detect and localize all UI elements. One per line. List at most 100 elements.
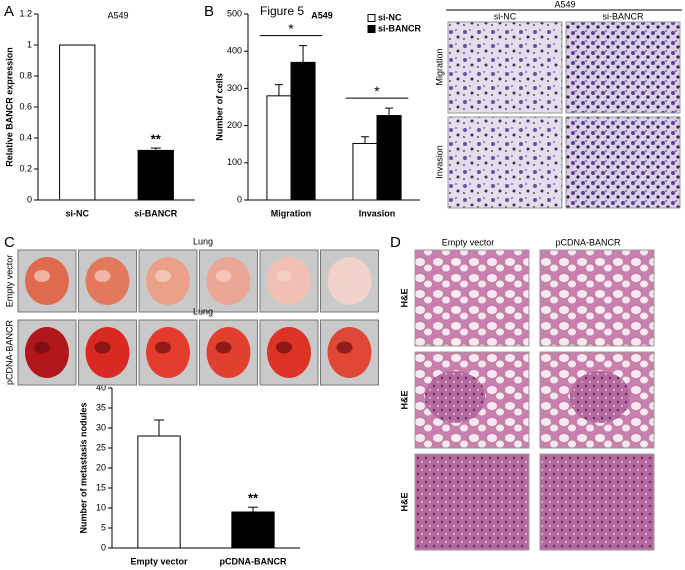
row-label: H&E (399, 288, 409, 307)
panel-letter: D (390, 234, 401, 251)
micrograph (565, 116, 681, 209)
x-tick-label: Migration (271, 208, 312, 218)
y-tick-label: 15 (96, 482, 106, 492)
bar (352, 142, 378, 201)
tumor-nodule (425, 371, 485, 423)
figure-title: Figure 5 (260, 4, 304, 18)
micrograph (565, 21, 681, 114)
legend-label: si-NC (378, 12, 402, 22)
y-axis-label: Relative BANCR expression (4, 47, 14, 167)
lung-highlight (155, 341, 171, 354)
bar (290, 61, 316, 201)
lung-highlight (215, 341, 232, 354)
micrograph (539, 453, 655, 551)
lung (327, 257, 372, 305)
lung-highlight (336, 270, 353, 282)
bar (137, 149, 174, 201)
lung-caption: Lung (193, 236, 213, 246)
row-label: Migration (434, 48, 444, 85)
row-label: Invasion (434, 145, 444, 179)
y-tick-label: 0.6 (19, 101, 32, 111)
x-tick-label: pCDNA-BANCR (220, 556, 287, 566)
y-tick-label: 400 (227, 46, 242, 56)
micrograph (414, 453, 530, 551)
y-tick-label: 25 (96, 442, 106, 452)
micrograph (447, 116, 563, 209)
y-tick-label: 5 (101, 522, 106, 532)
lung (146, 257, 190, 305)
lung-highlight (336, 341, 353, 354)
row-label: pCDNA-BANCR (4, 319, 14, 385)
lung (85, 257, 130, 305)
y-tick-label: 20 (96, 462, 106, 472)
y-tick-label: 1 (27, 39, 32, 49)
significance: * (374, 83, 380, 99)
significance: ** (151, 132, 162, 147)
photo-title: A549 (554, 0, 575, 9)
chart-subtitle: A549 (107, 10, 128, 20)
y-tick-label: 30 (96, 422, 106, 432)
legend-swatch (367, 14, 376, 22)
y-tick-label: 500 (227, 8, 242, 18)
bar (266, 95, 292, 201)
row-label: Empty vector (4, 255, 14, 308)
row-label: H&E (399, 492, 409, 511)
lung-highlight (276, 341, 292, 354)
y-tick-label: 0.8 (19, 70, 32, 80)
column-label: Empty vector (442, 237, 495, 247)
column-label: si-BANCR (602, 11, 644, 21)
panel-letters: A B C D (4, 3, 401, 251)
panel-letter: A (4, 3, 14, 20)
panel-letter: B (204, 3, 214, 20)
column-label: si-NC (494, 11, 517, 21)
y-tick-label: 300 (227, 83, 242, 93)
y-tick-label: 10 (96, 502, 106, 512)
lung-highlight (276, 270, 292, 282)
bar (59, 44, 96, 201)
micrograph (414, 249, 530, 347)
micrograph (539, 249, 655, 347)
significance: ** (248, 491, 259, 506)
lung (267, 257, 311, 305)
row-label: H&E (399, 390, 409, 409)
lung-highlight (215, 270, 232, 282)
y-tick-label: 100 (227, 157, 242, 167)
y-axis-label: Number of cells (214, 73, 224, 141)
y-tick-label: 35 (96, 402, 106, 412)
lung (25, 257, 69, 305)
bar (231, 511, 275, 549)
y-tick-label: 0 (237, 194, 242, 204)
y-tick-label: 0.2 (19, 163, 32, 173)
micrograph (447, 21, 563, 114)
y-tick-label: 200 (227, 120, 242, 130)
y-tick-label: 1.2 (19, 8, 32, 18)
panel-letter: C (4, 234, 15, 251)
legend-label: si-BANCR (378, 23, 422, 33)
legend-swatch (367, 25, 376, 33)
lung (327, 327, 372, 378)
x-tick-label: Invasion (359, 208, 396, 218)
x-tick-label: Empty vector (130, 556, 188, 566)
lung-highlight (94, 270, 111, 282)
lung-caption: Lung (193, 306, 213, 316)
bar (376, 115, 402, 201)
lung (146, 327, 190, 378)
lung (25, 327, 69, 378)
chart-subtitle: A549 (311, 10, 333, 20)
column-label: pCDNA-BANCR (555, 237, 621, 247)
y-tick-label: 40 (96, 382, 106, 392)
bar (137, 435, 181, 549)
y-tick-label: 0 (101, 542, 106, 552)
lung (85, 327, 130, 378)
lung-highlight (155, 270, 171, 282)
significance: * (288, 20, 294, 36)
lung-highlight (34, 341, 50, 354)
x-tick-label: si-NC (65, 208, 89, 218)
lung-highlight (34, 270, 50, 282)
x-tick-label: si-BANCR (134, 208, 178, 218)
lung (206, 327, 251, 378)
lung (267, 327, 311, 378)
y-tick-label: 0.4 (19, 132, 32, 142)
tumor-nodule (570, 371, 630, 423)
